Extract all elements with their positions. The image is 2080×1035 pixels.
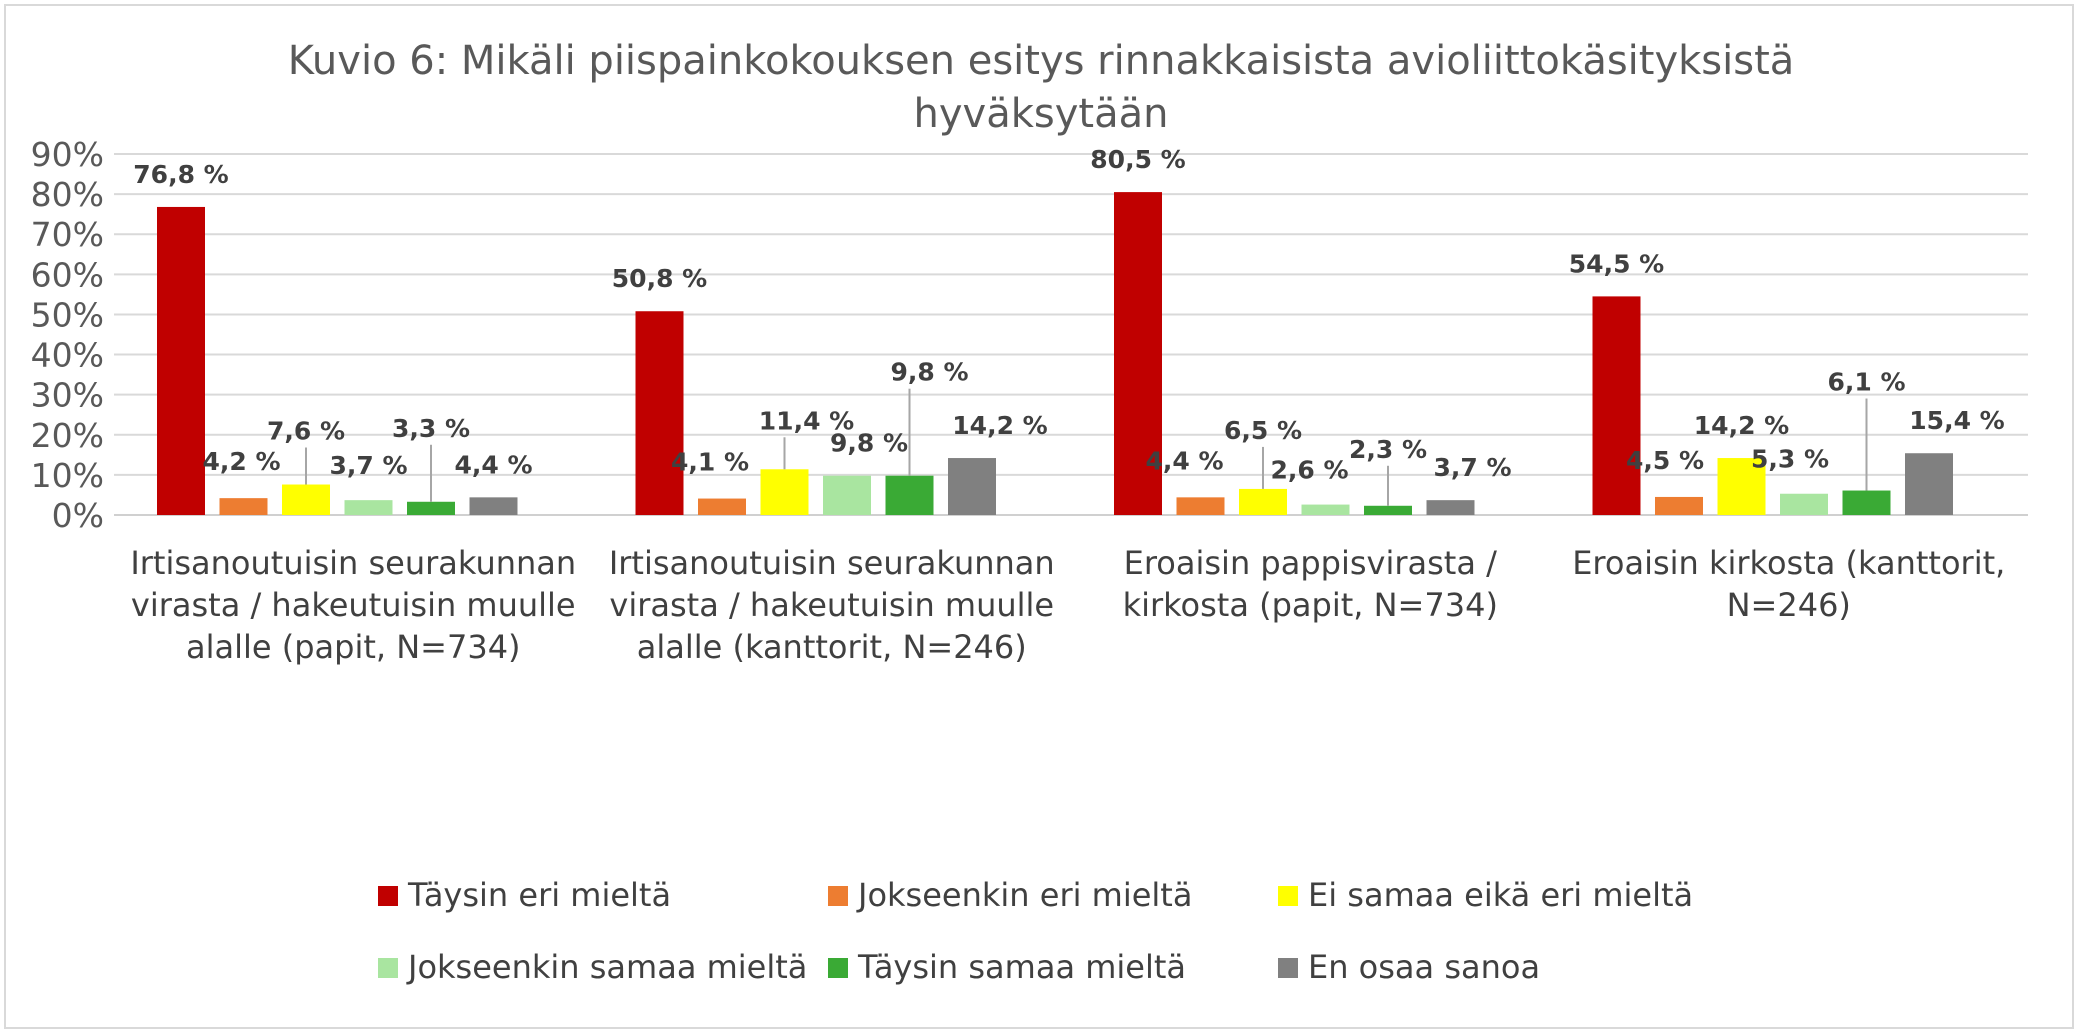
data-label: 15,4 % — [1909, 406, 2004, 435]
data-label: 80,5 % — [1090, 145, 1185, 174]
bar-t-ysin-samaa-mielt- — [1842, 490, 1891, 515]
legend-label: Jokseenkin samaa mieltä — [406, 948, 807, 986]
data-label: 76,8 % — [133, 160, 228, 189]
data-label: 14,2 % — [1694, 411, 1789, 440]
legend-swatch — [1278, 958, 1298, 978]
legend-swatch — [1278, 886, 1298, 906]
bar-t-ysin-samaa-mielt- — [1364, 505, 1412, 515]
data-label: 9,8 % — [890, 358, 968, 387]
data-label: 7,6 % — [267, 417, 345, 446]
y-tick-label: 50% — [31, 295, 104, 334]
bar-jokseenkin-samaa-mielt- — [823, 475, 871, 515]
bar-en-osaa-sanoa — [1426, 500, 1475, 515]
bar-jokseenkin-samaa-mielt- — [1780, 493, 1828, 515]
chart-title-line: hyväksytään — [914, 91, 1169, 137]
legend-label: Ei samaa eikä eri mieltä — [1308, 876, 1693, 914]
chart-title-line: Kuvio 6: Mikäli piispainkokouksen esitys… — [288, 38, 1795, 84]
bar-jokseenkin-eri-mielt- — [698, 498, 746, 515]
bar-t-ysin-eri-mielt- — [1114, 192, 1162, 515]
bar-jokseenkin-eri-mielt- — [1655, 496, 1703, 515]
data-label: 2,6 % — [1270, 456, 1348, 485]
legend-label: En osaa sanoa — [1308, 948, 1540, 986]
data-label: 4,2 % — [202, 447, 280, 476]
category-label: kirkosta (papit, N=734) — [1123, 586, 1498, 624]
data-label: 4,1 % — [671, 448, 749, 477]
bar-jokseenkin-samaa-mielt- — [344, 500, 393, 515]
data-label: 4,5 % — [1626, 446, 1704, 475]
y-tick-label: 80% — [31, 175, 104, 214]
data-label: 6,5 % — [1224, 416, 1302, 445]
y-tick-label: 90% — [31, 135, 104, 174]
chart-frame: Kuvio 6: Mikäli piispainkokouksen esitys… — [4, 4, 2074, 1029]
bar-ei-samaa-eik-eri-mielt- — [282, 484, 330, 515]
y-tick-label: 20% — [31, 416, 104, 455]
chart: Kuvio 6: Mikäli piispainkokouksen esitys… — [31, 38, 2028, 986]
legend-label: Täysin samaa mieltä — [857, 948, 1186, 986]
y-tick-label: 10% — [31, 456, 104, 495]
legend-swatch — [828, 958, 848, 978]
category-label: Irtisanoutuisin seurakunnan — [609, 544, 1055, 582]
category-label: Eroaisin kirkosta (kanttorit, — [1572, 544, 2005, 582]
data-label: 5,3 % — [1751, 445, 1829, 474]
category-label: virasta / hakeutuisin muulle — [131, 586, 576, 624]
legend-swatch — [378, 958, 398, 978]
data-label: 3,3 % — [392, 414, 470, 443]
category-label: alalle (papit, N=734) — [186, 628, 521, 666]
y-tick-label: 70% — [31, 215, 104, 254]
data-label: 3,7 % — [1433, 453, 1511, 482]
bar-t-ysin-eri-mielt- — [157, 206, 205, 516]
bar-jokseenkin-samaa-mielt- — [1301, 504, 1350, 515]
bar-t-ysin-eri-mielt- — [1592, 296, 1641, 515]
legend-swatch — [378, 886, 398, 906]
category-label: N=246) — [1727, 586, 1851, 624]
data-label: 14,2 % — [952, 411, 1047, 440]
bar-jokseenkin-eri-mielt- — [219, 498, 268, 515]
y-tick-label: 30% — [31, 376, 104, 415]
legend-label: Jokseenkin eri mieltä — [856, 876, 1192, 914]
bar-en-osaa-sanoa — [469, 497, 518, 515]
category-label: Eroaisin pappisvirasta / — [1124, 544, 1497, 582]
data-label: 2,3 % — [1349, 435, 1427, 464]
data-label: 4,4 % — [1145, 446, 1223, 475]
bar-ei-samaa-eik-eri-mielt- — [760, 469, 809, 515]
category-label: Irtisanoutuisin seurakunnan — [130, 544, 576, 582]
data-label: 9,8 % — [830, 429, 908, 458]
category-label: virasta / hakeutuisin muulle — [609, 586, 1054, 624]
y-tick-label: 40% — [31, 336, 104, 375]
bar-t-ysin-samaa-mielt- — [885, 475, 934, 515]
data-label: 54,5 % — [1569, 249, 1664, 278]
bar-ei-samaa-eik-eri-mielt- — [1717, 458, 1766, 515]
bar-jokseenkin-eri-mielt- — [1176, 497, 1225, 515]
legend-label: Täysin eri mieltä — [407, 876, 671, 914]
category-label: alalle (kanttorit, N=246) — [637, 628, 1027, 666]
data-label: 11,4 % — [759, 406, 854, 435]
bar-ei-samaa-eik-eri-mielt- — [1239, 488, 1287, 515]
data-label: 50,8 % — [612, 264, 707, 293]
legend-swatch — [828, 886, 848, 906]
y-tick-label: 0% — [52, 496, 104, 535]
bar-en-osaa-sanoa — [1905, 453, 1953, 515]
y-tick-label: 60% — [31, 255, 104, 294]
bar-en-osaa-sanoa — [948, 458, 996, 515]
data-label: 4,4 % — [454, 450, 532, 479]
bar-t-ysin-eri-mielt- — [635, 311, 684, 515]
bar-t-ysin-samaa-mielt- — [407, 501, 455, 515]
data-label: 6,1 % — [1827, 368, 1905, 397]
data-label: 3,7 % — [329, 451, 407, 480]
